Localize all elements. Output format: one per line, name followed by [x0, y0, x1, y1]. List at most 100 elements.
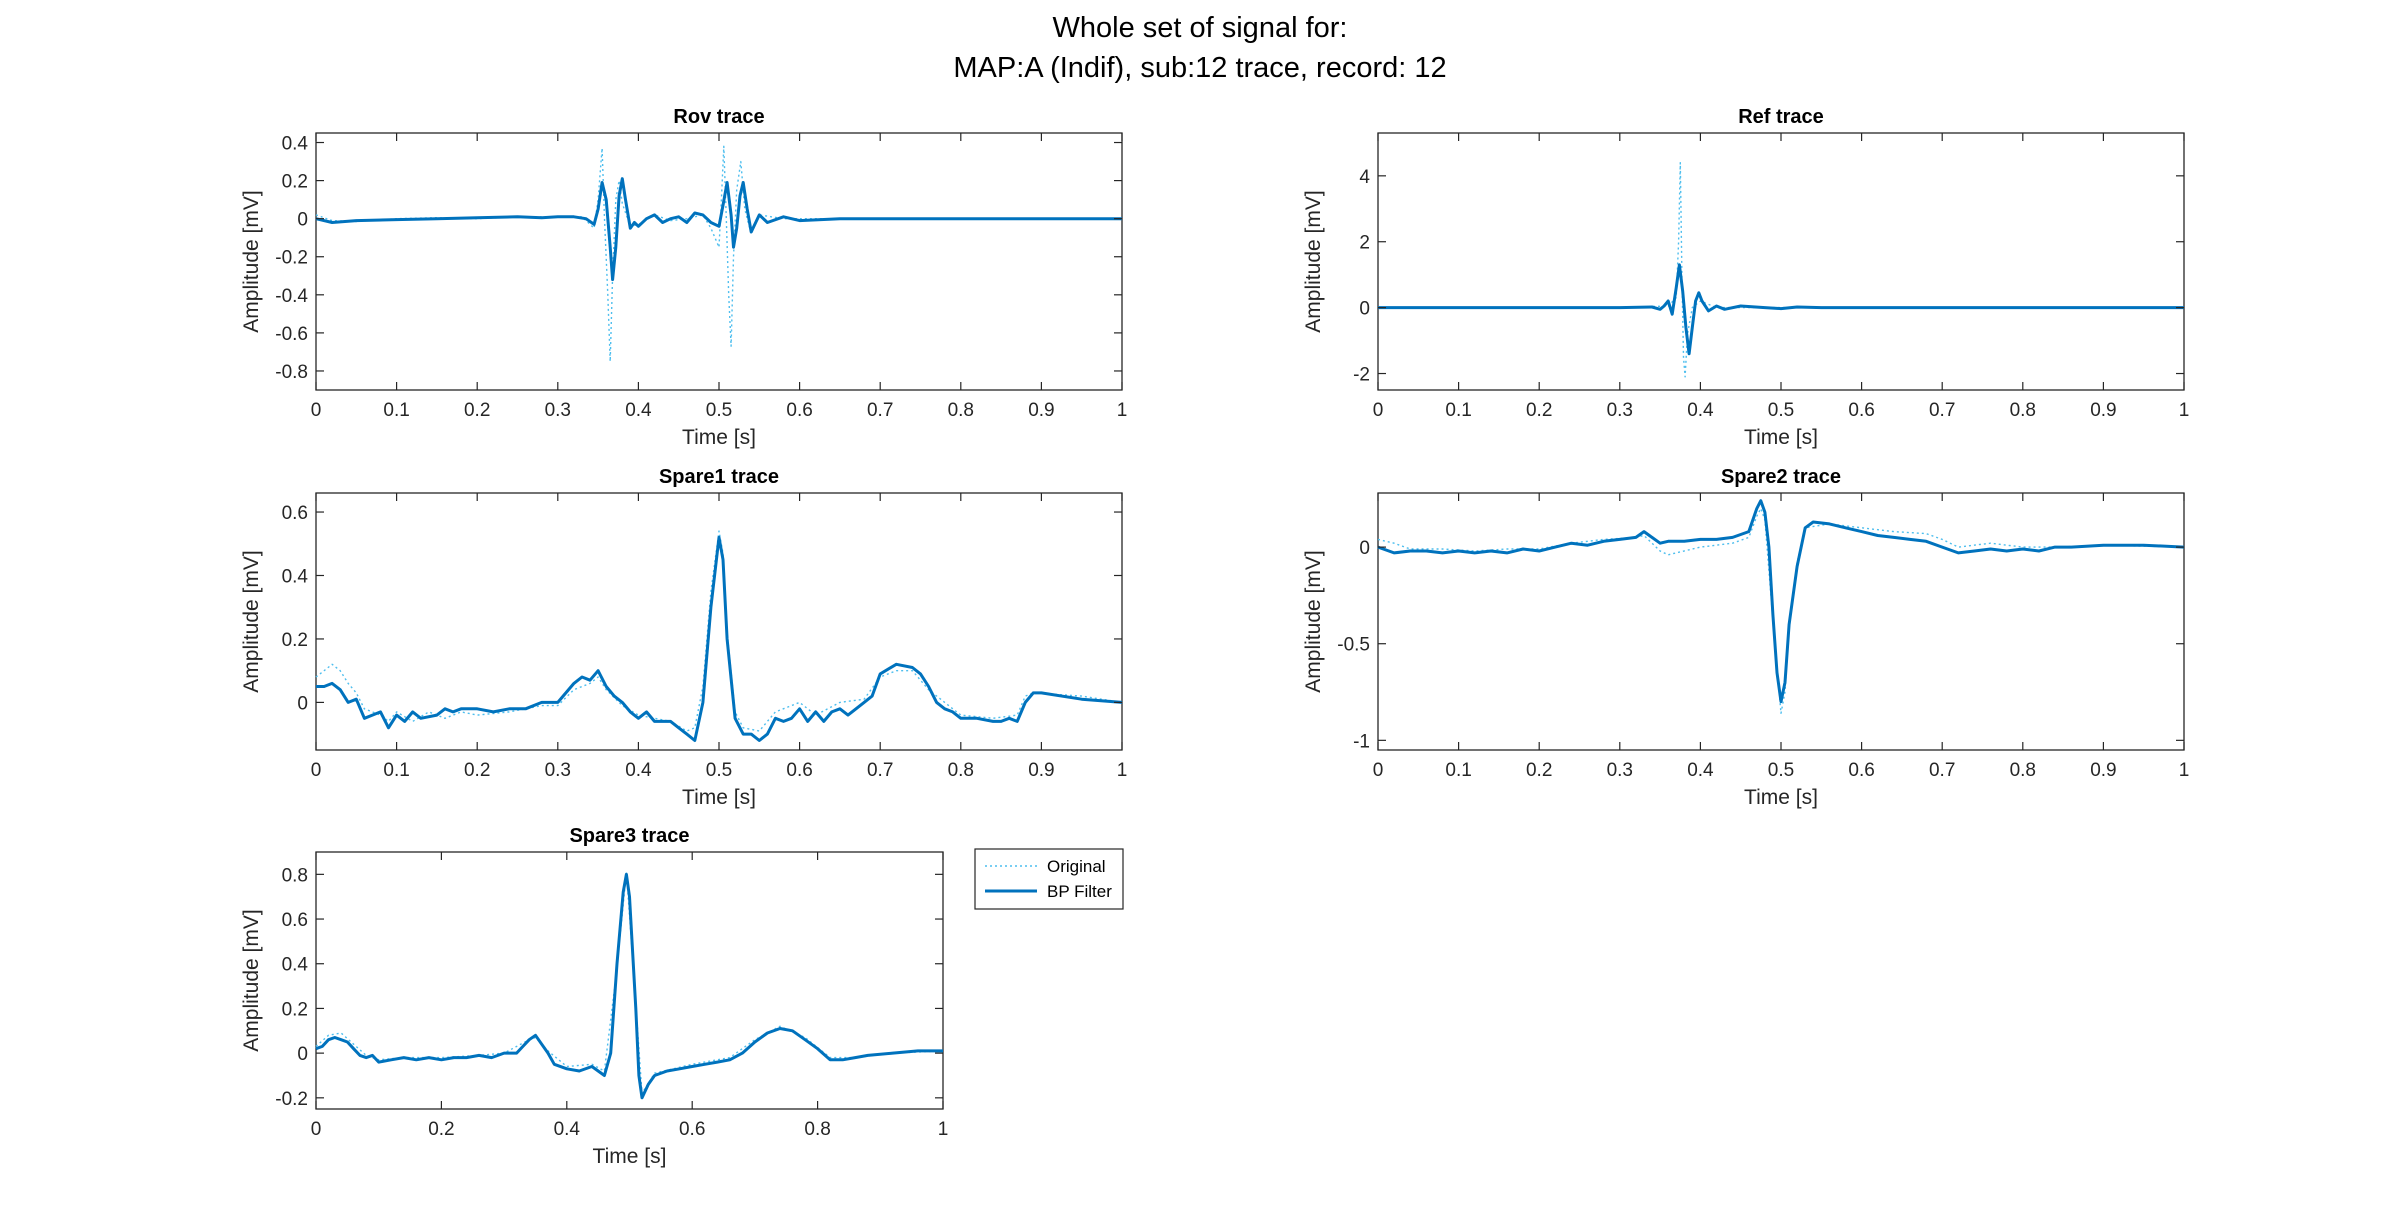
x-tick-label: 0.5	[1768, 400, 1794, 421]
x-tick-label: 0.1	[383, 760, 409, 781]
chart-panel-3: 0 0.1 0.2 0.3 0.4 0.5 0.6 0.7 0.8 0.9 1 0 0.2 0.4 0.6 S…	[240, 466, 1127, 809]
x-tick-label: 0.6	[1848, 400, 1874, 421]
y-tick-label: 0.2	[282, 172, 308, 193]
y-axis-label: Amplitude [mV]	[240, 190, 263, 332]
series-line-bp-filter	[316, 535, 1123, 742]
figure-title-line2: MAP:A (Indif), sub:12 trace, record: 12	[953, 52, 1447, 84]
x-tick-label: 0.4	[1687, 760, 1714, 781]
x-tick-label: 0.1	[1445, 760, 1471, 781]
y-tick-label: -0.2	[275, 248, 308, 269]
x-tick-label: 0.3	[1607, 760, 1633, 781]
y-tick-label: -0.4	[275, 286, 308, 307]
x-tick-label: 0.8	[2010, 760, 2036, 781]
chart-title: Rov trace	[673, 106, 764, 128]
x-tick-label: 0.7	[867, 400, 893, 421]
y-tick-label: 0.2	[282, 630, 308, 651]
x-tick-label: 0	[311, 1119, 322, 1140]
series-line-bp-filter	[315, 872, 943, 1100]
x-tick-label: 0.5	[706, 760, 732, 781]
x-tick-label: 0.7	[867, 760, 893, 781]
series-line-bp-filter	[1378, 263, 2184, 356]
x-tick-label: 0.6	[1848, 760, 1874, 781]
x-tick-label: 1	[938, 1119, 949, 1140]
chart-title: Spare2 trace	[1721, 466, 1841, 488]
x-tick-label: 0.1	[383, 400, 409, 421]
x-tick-label: 0.6	[679, 1119, 705, 1140]
x-tick-label: 0.4	[1687, 400, 1714, 421]
x-axis-label: Time [s]	[1744, 426, 1818, 449]
axes-box	[1377, 132, 2185, 391]
x-tick-label: 0.6	[786, 760, 812, 781]
x-tick-label: 0.2	[428, 1119, 454, 1140]
legend-label: Original	[1047, 857, 1106, 876]
y-axis-label: Amplitude [mV]	[240, 909, 263, 1051]
x-tick-label: 0.3	[545, 760, 571, 781]
y-tick-label: 0.4	[282, 566, 309, 587]
x-axis-label: Time [s]	[682, 786, 756, 809]
legend-box	[974, 848, 1124, 910]
x-tick-label: 0.8	[948, 400, 974, 421]
y-axis-label: Amplitude [mV]	[240, 550, 263, 692]
y-tick-label: 0.4	[282, 955, 309, 976]
x-tick-label: 0.8	[2010, 400, 2036, 421]
series-line-bp-filter	[1377, 499, 2185, 704]
x-tick-label: 0.2	[464, 400, 490, 421]
y-tick-label: -1	[1353, 731, 1370, 752]
series-line-bp-filter	[315, 177, 1122, 282]
x-axis-label: Time [s]	[1744, 786, 1818, 809]
x-tick-label: 0.7	[1929, 760, 1955, 781]
x-tick-label: 0.2	[1526, 760, 1552, 781]
y-tick-label: 0	[297, 1044, 308, 1065]
y-tick-label: 0	[1359, 538, 1370, 559]
y-axis-label: Amplitude [mV]	[1302, 190, 1325, 332]
y-tick-label: 0.4	[282, 134, 309, 155]
y-tick-label: 0.2	[282, 999, 308, 1020]
x-tick-label: 0.9	[1028, 760, 1054, 781]
x-tick-label: 0.9	[2090, 400, 2116, 421]
x-tick-label: 0	[1373, 760, 1384, 781]
y-tick-label: 0.8	[282, 865, 308, 886]
x-tick-label: 0.2	[1526, 400, 1552, 421]
x-tick-label: 0	[311, 760, 322, 781]
x-tick-label: 0.4	[625, 760, 652, 781]
x-tick-label: 0.5	[706, 400, 732, 421]
x-tick-label: 0	[1373, 400, 1384, 421]
chart-panel-4: 0 0.1 0.2 0.3 0.4 0.5 0.6 0.7 0.8 0.9 1 -1 -0.5 0 Spar…	[1302, 466, 2189, 809]
chart-title: Ref trace	[1738, 106, 1824, 128]
x-tick-label: 0.4	[554, 1119, 581, 1140]
x-tick-label: 1	[1117, 400, 1128, 421]
x-tick-label: 0.3	[1607, 400, 1633, 421]
x-tick-label: 1	[1117, 760, 1128, 781]
y-axis-label: Amplitude [mV]	[1302, 550, 1325, 692]
y-tick-label: 0	[1359, 299, 1370, 320]
chart-title: Spare3 trace	[569, 825, 689, 847]
axes-box	[315, 132, 1123, 391]
x-tick-label: 0.8	[804, 1119, 830, 1140]
x-tick-label: 1	[2179, 400, 2190, 421]
x-tick-label: 0.9	[2090, 760, 2116, 781]
x-tick-label: 0.1	[1445, 400, 1471, 421]
y-tick-label: -0.6	[275, 324, 308, 345]
chart-title: Spare1 trace	[659, 466, 779, 488]
x-tick-label: 0.7	[1929, 400, 1955, 421]
x-tick-label: 1	[2179, 760, 2190, 781]
x-tick-label: 0.2	[464, 760, 490, 781]
x-tick-label: 0.9	[1028, 400, 1054, 421]
y-tick-label: -0.2	[275, 1089, 308, 1110]
chart-panel-1: 0 0.1 0.2 0.3 0.4 0.5 0.6 0.7 0.8 0.9 1 -0.8 -0.6 -0.…	[240, 106, 1127, 449]
legend-label: BP Filter	[1047, 882, 1112, 901]
y-tick-label: 2	[1359, 233, 1370, 254]
x-tick-label: 0.8	[948, 760, 974, 781]
y-tick-label: 0	[297, 693, 308, 714]
x-axis-label: Time [s]	[682, 426, 756, 449]
y-tick-label: 0.6	[282, 503, 308, 524]
y-tick-label: 4	[1359, 167, 1370, 188]
series-line-original	[1377, 507, 2185, 714]
figure-title-line1: Whole set of signal for:	[1052, 12, 1348, 44]
x-axis-label: Time [s]	[593, 1145, 667, 1168]
x-tick-label: 0.6	[786, 400, 812, 421]
